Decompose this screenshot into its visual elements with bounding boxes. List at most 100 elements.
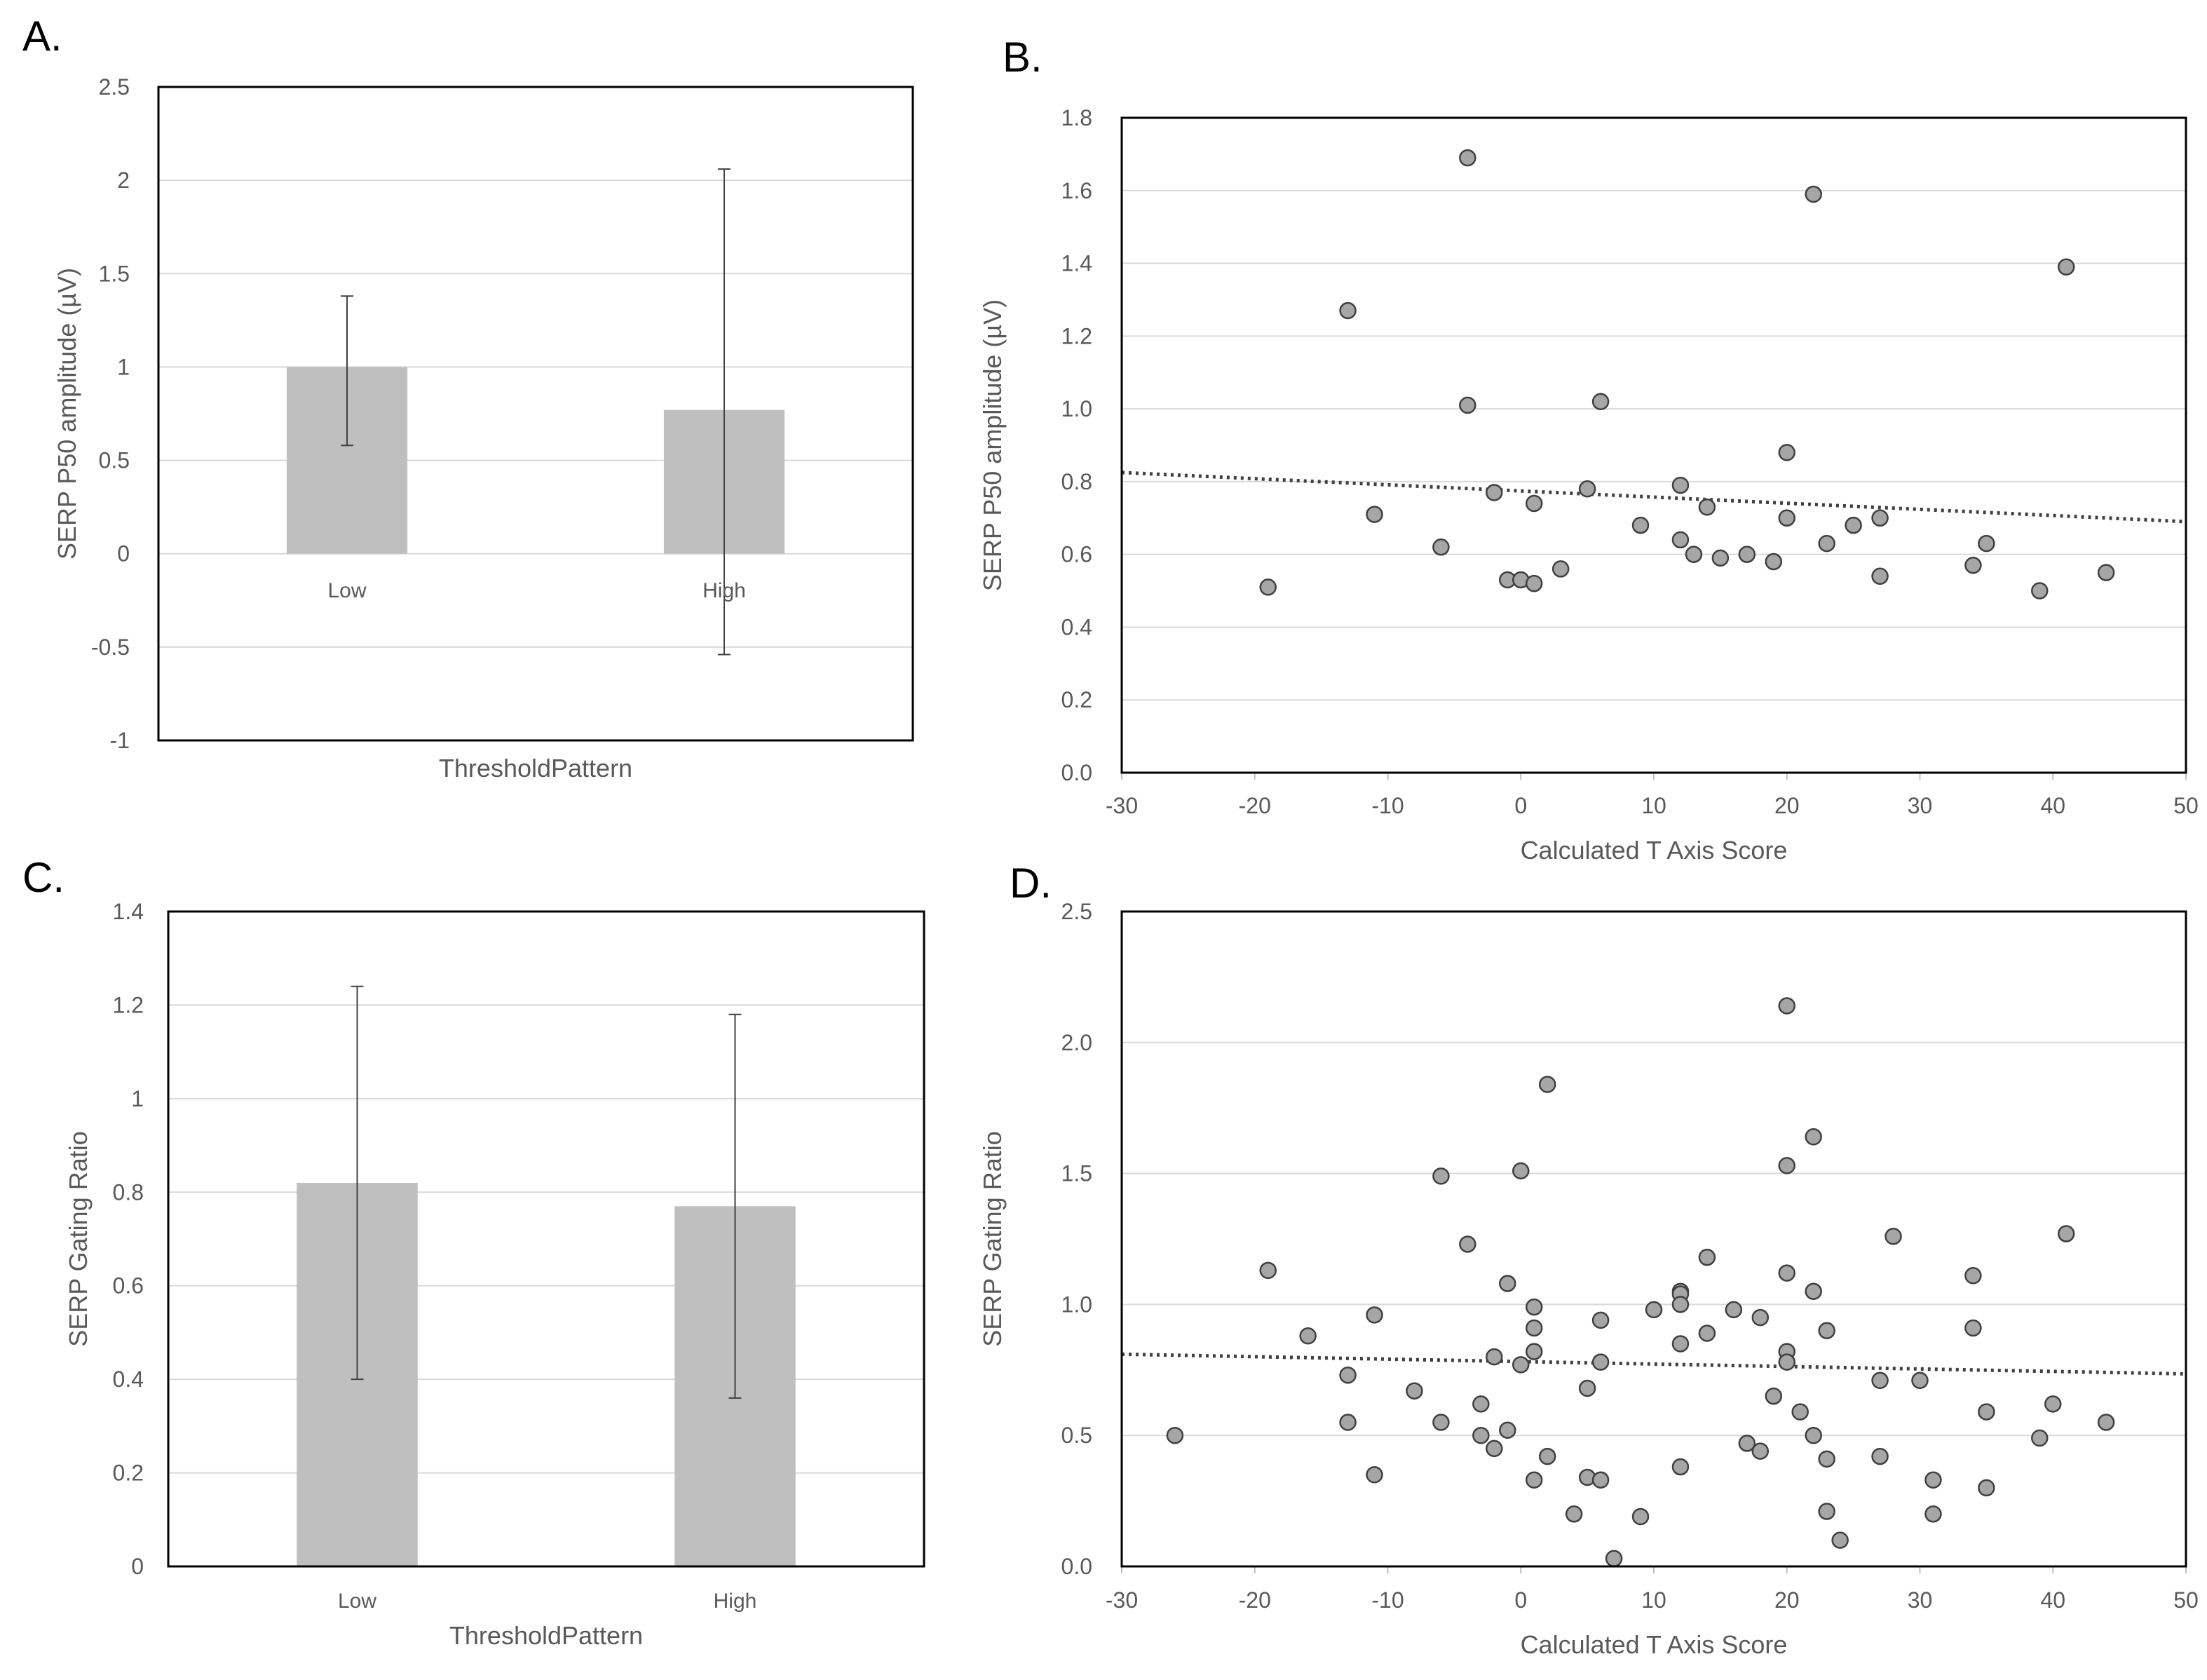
- data-point: [1738, 1435, 1756, 1452]
- y-tick-label: 0.5: [99, 448, 130, 473]
- data-point: [1964, 556, 1982, 574]
- y-tick-label: 2: [117, 168, 130, 193]
- data-point: [1698, 1248, 1716, 1266]
- y-tick-label: 0.4: [113, 1367, 144, 1392]
- data-point: [2031, 1429, 2049, 1447]
- data-point: [1885, 1228, 1902, 1245]
- data-point: [2031, 582, 2049, 599]
- data-point: [1591, 1353, 1610, 1371]
- plot-frame: [1120, 116, 2187, 774]
- data-point: [1432, 538, 1450, 556]
- trendline: [1121, 1352, 2187, 1376]
- y-tick-label: 0.4: [1061, 614, 1092, 639]
- x-tick-label: -10: [1371, 793, 1404, 818]
- y-tick-label: 2.5: [1061, 899, 1092, 924]
- data-point: [1911, 1371, 1929, 1389]
- data-point: [1698, 498, 1716, 516]
- data-point: [1818, 1503, 1835, 1520]
- x-tick-label: 30: [1908, 793, 1933, 818]
- x-tick-label: 10: [1641, 1587, 1666, 1613]
- chart-panel-b: B. 1.8 1.6 1.4 1.2 1.0 0.8 0.6 0.4 0.2 0.0 SERP P50…: [978, 34, 2199, 865]
- data-point: [1778, 444, 1795, 461]
- data-point: [1591, 393, 1610, 410]
- y-tick-label: 1.2: [1061, 323, 1092, 348]
- data-point: [1964, 1267, 1982, 1285]
- chart-panel-a: A. 2.5 2 1.5 1 0.5 0 -0.5 -1 SERP P50 amplitude (…: [22, 13, 914, 783]
- data-point: [1778, 997, 1795, 1015]
- data-point: [1551, 560, 1570, 578]
- category-label: High: [714, 1590, 757, 1613]
- data-point: [1738, 546, 1756, 563]
- y-tick-label: -1: [110, 728, 130, 753]
- data-point: [1671, 1335, 1690, 1353]
- data-point: [1725, 1301, 1743, 1319]
- category-label: High: [702, 579, 746, 602]
- data-point: [2097, 1414, 2115, 1431]
- plot-frame: [167, 910, 925, 1568]
- y-tick-label: 0: [131, 1554, 144, 1579]
- panel-letter: B.: [1003, 34, 1043, 81]
- data-point: [1805, 1282, 1822, 1300]
- y-tick-label: 0.0: [1061, 760, 1092, 785]
- data-point: [1512, 1162, 1530, 1180]
- data-point: [1685, 546, 1703, 563]
- data-point: [1339, 1414, 1357, 1431]
- y-tick-label: 1: [131, 1086, 144, 1111]
- x-tick-label: -20: [1239, 793, 1271, 818]
- panel-letter: D.: [1010, 860, 1052, 907]
- y-tick-label: 0.2: [1061, 687, 1092, 712]
- data-point: [1778, 509, 1795, 527]
- data-point: [1432, 1167, 1450, 1185]
- data-point: [1486, 1439, 1503, 1458]
- data-point: [1871, 1447, 1889, 1465]
- data-point: [1512, 1356, 1530, 1374]
- plot-frame: [1120, 910, 2187, 1568]
- data-point: [2044, 1395, 2062, 1413]
- y-tick-label: 0.6: [1061, 542, 1092, 567]
- x-tick-label: 10: [1641, 793, 1666, 818]
- x-tick-label: -10: [1371, 1587, 1404, 1613]
- panel-letter: A.: [22, 13, 62, 60]
- data-point: [1671, 531, 1690, 549]
- data-point: [1805, 185, 1822, 203]
- x-axis-title: ThresholdPattern: [439, 754, 632, 783]
- y-tick-label: -0.5: [91, 635, 130, 660]
- data-point: [1818, 1322, 1835, 1340]
- data-point: [1778, 1157, 1795, 1174]
- x-tick-label: 20: [1774, 1587, 1800, 1613]
- x-tick-label: 0: [1514, 1587, 1527, 1613]
- y-tick-label: 0.8: [113, 1179, 144, 1205]
- data-point: [1499, 1275, 1516, 1292]
- data-point: [1871, 567, 1889, 585]
- data-point: [1605, 1550, 1623, 1568]
- data-point: [1259, 578, 1277, 596]
- y-tick-label: 0.5: [1061, 1423, 1092, 1448]
- data-point: [1259, 1261, 1277, 1280]
- plot-frame: [157, 86, 914, 742]
- data-point: [1671, 1458, 1690, 1476]
- data-point: [1591, 1311, 1610, 1329]
- y-tick-label: 2.0: [1061, 1030, 1092, 1055]
- data-point: [1831, 1531, 1849, 1549]
- y-axis-title: SERP Gating Ratio: [978, 1131, 1007, 1347]
- y-tick-label: 0.2: [113, 1461, 144, 1486]
- x-tick-label: -30: [1106, 793, 1138, 818]
- data-point: [1525, 574, 1543, 592]
- data-point: [1751, 1308, 1770, 1327]
- data-point: [1978, 534, 1995, 553]
- data-point: [1525, 1319, 1543, 1337]
- data-point: [1472, 1426, 1490, 1444]
- data-point: [1778, 1264, 1795, 1282]
- data-point: [1459, 1235, 1476, 1253]
- data-point: [1366, 1306, 1383, 1324]
- data-point: [1472, 1395, 1490, 1413]
- data-point: [1645, 1301, 1663, 1319]
- x-axis-title: ThresholdPattern: [449, 1621, 643, 1650]
- y-tick-label: 1.4: [1061, 251, 1092, 276]
- x-axis-title: Calculated T Axis Score: [1521, 836, 1788, 865]
- data-point: [1339, 302, 1357, 320]
- y-axis-title: SERP P50 amplitude (µV): [978, 299, 1007, 591]
- x-tick-label: 30: [1908, 1587, 1933, 1613]
- y-axis-title: SERP P50 amplitude (µV): [53, 268, 81, 560]
- y-tick-label: 1: [117, 354, 130, 379]
